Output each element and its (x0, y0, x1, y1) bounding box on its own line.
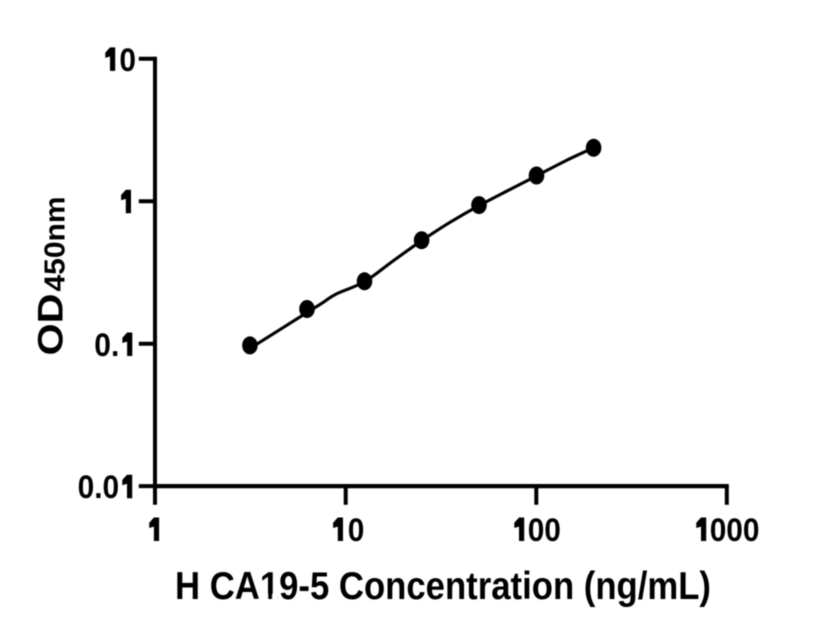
svg-text:OD450nm: OD450nm (30, 197, 71, 356)
svg-text:H CA19-5 Concentration (ng/mL): H CA19-5 Concentration (ng/mL) (175, 565, 711, 608)
svg-text:000: 000 (710, 512, 760, 548)
svg-text:0.: 0. (94, 327, 119, 363)
svg-text:0: 0 (119, 42, 136, 78)
svg-text:00: 00 (528, 512, 561, 548)
svg-text:0.0: 0.0 (78, 469, 120, 505)
svg-text:0: 0 (348, 512, 365, 548)
